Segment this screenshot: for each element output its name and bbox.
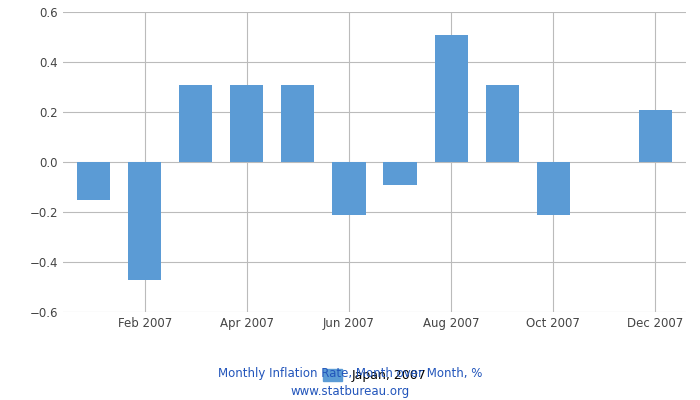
Bar [179,84,212,162]
Bar [435,34,468,162]
Bar [384,162,416,184]
Bar [281,84,314,162]
Text: www.statbureau.org: www.statbureau.org [290,385,410,398]
Bar [332,162,365,214]
Bar [128,162,161,280]
Bar [639,110,672,162]
Bar [230,84,263,162]
Bar [537,162,570,214]
Bar [486,84,519,162]
Legend: Japan, 2007: Japan, 2007 [323,369,426,382]
Text: Monthly Inflation Rate, Month over Month, %: Monthly Inflation Rate, Month over Month… [218,368,482,380]
Bar [77,162,110,200]
